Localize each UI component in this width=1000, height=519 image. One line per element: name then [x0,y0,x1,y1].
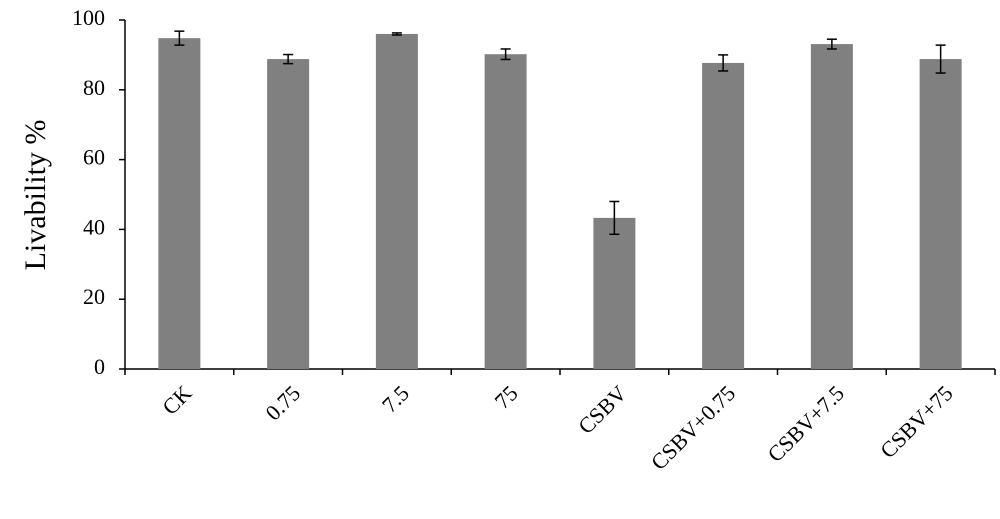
x-tick-label: 75 [489,380,522,413]
bar [484,54,527,370]
bar [267,59,310,369]
y-tick-label: 60 [83,145,105,170]
y-tick-label: 0 [94,354,105,379]
x-tick-label: 0.75 [260,380,305,425]
y-axis-title: Livability % [19,120,52,271]
error-bar [718,54,729,72]
error-bar [826,38,837,50]
bar [593,217,636,369]
y-tick-label: 40 [83,214,105,239]
error-bar [174,30,185,46]
x-tick-label: 7.5 [377,380,414,417]
x-tick-label: CSBV+75 [875,380,958,463]
x-tick-label: CSBV+7.5 [762,380,849,467]
y-tick-label: 80 [83,75,105,100]
error-bar [500,48,511,61]
error-bar [609,200,620,236]
bar [158,38,201,369]
bar [375,33,418,370]
bar [919,59,962,369]
bar [702,62,745,369]
error-bar [935,44,946,74]
x-tick-label: CSBV+0.75 [646,380,740,474]
y-tick-label: 20 [83,284,105,309]
bar [810,44,853,370]
x-tick-label: CSBV [573,380,631,438]
error-bar [283,53,294,65]
y-tick-label: 100 [72,5,105,30]
error-bar [391,32,402,36]
x-tick-label: CK [157,380,196,419]
